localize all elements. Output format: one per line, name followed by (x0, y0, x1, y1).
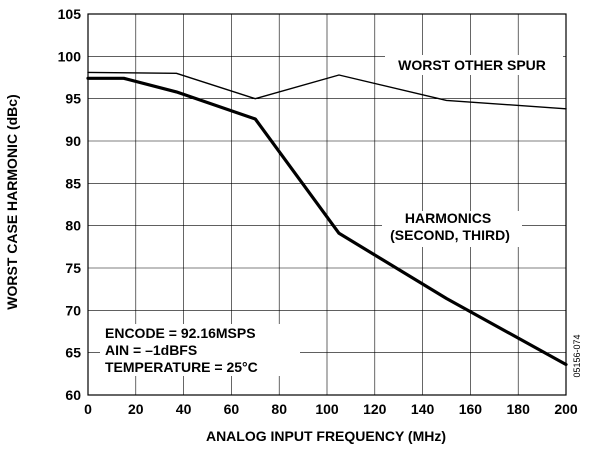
y-tick-label-60: 60 (65, 387, 81, 403)
series-line-worst-other-spur (87, 71, 567, 110)
y-tick-label-85: 85 (65, 175, 81, 191)
y-tick-label-70: 70 (65, 302, 81, 318)
x-axis-title: ANALOG INPUT FREQUENCY (MHz) (206, 428, 446, 444)
x-tick-label-0: 0 (84, 401, 92, 417)
x-tick-labels: 0 20 40 60 80 100 120 140 160 180 200 (84, 401, 578, 417)
y-tick-label-90: 90 (65, 133, 81, 149)
y-tick-labels: 60 65 70 75 80 85 90 95 100 105 (58, 6, 82, 403)
series-label-spur: WORST OTHER SPUR (398, 57, 546, 73)
x-tick-label-160: 160 (459, 401, 483, 417)
series-label-spur-bg (385, 55, 563, 75)
y-tick-label-75: 75 (65, 260, 81, 276)
series-label-harmonics-bg (382, 211, 522, 247)
annotation-ain: AIN = –1dBFS (105, 342, 197, 358)
series-label-harmonics: HARMONICS (SECOND, THIRD) (390, 210, 510, 243)
y-tick-label-100: 100 (58, 48, 82, 64)
y-tick-label-95: 95 (65, 91, 81, 107)
x-tick-label-100: 100 (315, 401, 339, 417)
y-tick-label-105: 105 (58, 6, 82, 22)
y-tick-label-80: 80 (65, 218, 81, 234)
x-tick-label-40: 40 (176, 401, 192, 417)
series-label-harmonics-line2: (SECOND, THIRD) (390, 227, 510, 243)
y-axis-title: WORST CASE HARMONIC (dBc) (4, 94, 20, 309)
series-label-harmonics-line1: HARMONICS (405, 210, 491, 226)
x-tick-label-20: 20 (128, 401, 144, 417)
conditions-bg (100, 324, 300, 376)
x-tick-label-80: 80 (271, 401, 287, 417)
series-lines (86, 71, 568, 367)
annotation-encode: ENCODE = 92.16MSPS (105, 325, 256, 341)
x-tick-label-120: 120 (363, 401, 387, 417)
x-tick-label-140: 140 (411, 401, 435, 417)
figure-id: 05156-074 (572, 334, 582, 377)
plot-frame (87, 13, 567, 396)
x-tick-label-180: 180 (507, 401, 531, 417)
series-line-harmonics (86, 76, 568, 367)
x-tick-label-60: 60 (224, 401, 240, 417)
x-tick-label-200: 200 (554, 401, 578, 417)
annotation-temperature: TEMPERATURE = 25°C (105, 359, 258, 375)
y-tick-label-65: 65 (65, 345, 81, 361)
